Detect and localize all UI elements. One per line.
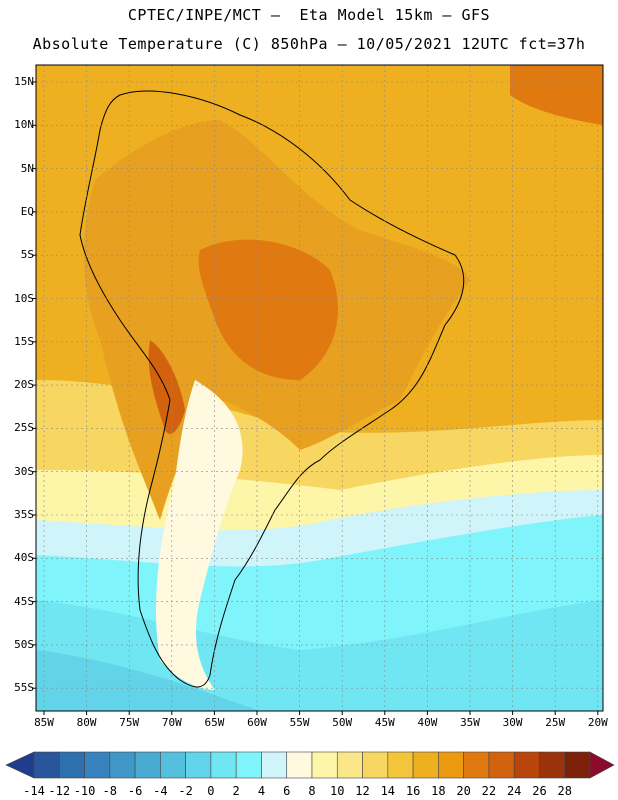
map-frame [35,64,604,712]
colorbar-box [438,751,464,779]
colorbar-box [387,751,414,779]
colorbar-label: 14 [380,784,396,798]
colorbar-label: 4 [257,784,266,798]
lon-label: 25W [545,716,566,729]
colorbar-label: 8 [308,784,316,798]
colorbar-box [58,751,85,779]
lon-label: 45W [374,716,395,729]
colorbar-label: 24 [506,784,522,798]
lat-label: 55S [14,681,34,695]
lon-label: 20W [587,716,608,729]
colorbar-box [286,751,313,779]
lon-label: 85W [34,716,54,729]
colorbar-label: 26 [532,784,547,798]
lon-label: 60W [247,716,267,729]
lat-label: 45S [14,594,34,608]
colorbar-box [513,751,540,779]
andes-hot [148,340,185,434]
colorbar-label: -14 [23,784,45,798]
field-band-neg2 [36,650,260,711]
lat-label: 10N [14,118,34,132]
colorbar-box [109,751,136,779]
colorbar-box [160,751,186,779]
lat-label: 15S [14,334,34,348]
colorbar-box [463,751,490,779]
colorbar-label: 10 [330,784,345,798]
lon-label: 75W [119,716,140,729]
colorbar-label: 16 [405,784,421,798]
lat-label: 30S [14,464,34,478]
colorbar-box [84,751,111,779]
lon-label: 65W [204,716,225,729]
colorbar-box [235,751,262,779]
lat-label: 5N [20,161,34,175]
lon-label: 30W [502,716,523,729]
lon-label: 40W [417,716,438,729]
colorbar-box [539,751,566,779]
lat-label: 50S [14,637,34,651]
colorbar-box [488,751,515,779]
colorbar-box [134,751,161,779]
colorbar-label: -4 [153,784,168,798]
colorbar-box [261,751,288,779]
title-line-1: CPTEC/INPE/MCT – Eta Model 15km – GFS [127,6,491,24]
colorbar-box [311,751,338,779]
colorbar-box [210,751,237,779]
colorbar-end-high [589,751,615,779]
colorbar-box [362,751,389,779]
colorbar-box [33,751,60,779]
lat-label: 40S [14,551,34,565]
lat-label: 10S [14,291,34,305]
lat-label: EQ [20,204,34,218]
lat-label: 20S [14,378,34,392]
colorbar-label: 0 [207,784,215,798]
colorbar-label: 12 [355,784,370,798]
colorbar-label: 2 [232,784,240,798]
lon-label: 55W [289,716,310,729]
colorbar-end-low [5,751,35,779]
lat-label: 15N [14,75,34,88]
lon-label: 80W [76,716,97,729]
colorbar-label: -8 [102,784,118,798]
lat-label: 25S [14,421,34,435]
lat-label: 35S [14,508,34,521]
colorbar-label: -10 [73,784,96,798]
colorbar-label: 22 [481,784,497,798]
colorbar-label: 28 [557,784,572,798]
land-hot-core [198,239,339,380]
colorbar-box [336,751,363,779]
colorbar-box [412,751,439,779]
warm-core-ne [510,65,603,125]
continent-outline [79,90,465,688]
colorbar-label: -2 [178,784,193,798]
axis-ticks [32,81,599,715]
colorbar-label: -12 [48,784,71,798]
lon-label: 70W [161,716,182,729]
colorbar-label: 18 [431,784,446,798]
colorbar-label: 20 [456,784,471,798]
colorbar-box [185,751,212,779]
lat-label: 5S [20,248,34,262]
title-line-2: Absolute Temperature (C) 850hPa – 10/05/… [32,35,586,53]
lon-label: 35W [460,716,480,729]
colorbar [5,751,615,779]
lon-label: 50W [332,716,353,729]
colorbar-box [564,751,591,779]
patagonia-cool [155,380,243,690]
colorbar-label: 6 [283,784,291,798]
colorbar-label: -6 [127,784,143,798]
